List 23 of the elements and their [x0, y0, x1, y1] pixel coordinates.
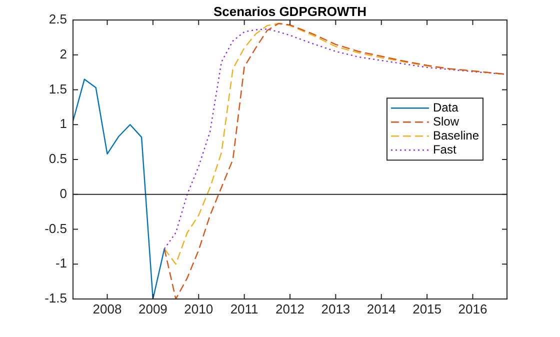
y-tick-label: 1	[60, 116, 67, 132]
x-tick-label: 2009	[138, 301, 168, 316]
y-tick-label: 2	[60, 46, 67, 62]
y-tick-label: -0.5	[44, 220, 67, 236]
x-tick-label: 2008	[92, 301, 122, 316]
chart-title: Scenarios GDPGROWTH	[213, 4, 367, 20]
y-tick-label: -1	[55, 256, 67, 271]
y-tick-label: 2.5	[48, 12, 67, 27]
x-tick-label: 2012	[276, 301, 304, 316]
legend-label: Slow	[432, 114, 460, 128]
x-tick-label: 2011	[230, 301, 258, 316]
x-tick-label: 2014	[366, 301, 396, 316]
x-tick-label: 2015	[412, 301, 442, 316]
y-tick-label: 0.5	[48, 151, 67, 166]
legend-label: Data	[432, 100, 459, 114]
legend-label: Baseline	[432, 128, 480, 142]
x-tick-label: 2010	[184, 301, 214, 316]
y-tick-label: 1.5	[48, 81, 67, 96]
y-tick-label: -1.5	[44, 290, 67, 306]
y-tick-label: 0	[60, 186, 67, 201]
legend-label: Fast	[432, 142, 457, 156]
x-tick-label: 2013	[321, 301, 350, 316]
x-tick-label: 2016	[458, 301, 488, 316]
